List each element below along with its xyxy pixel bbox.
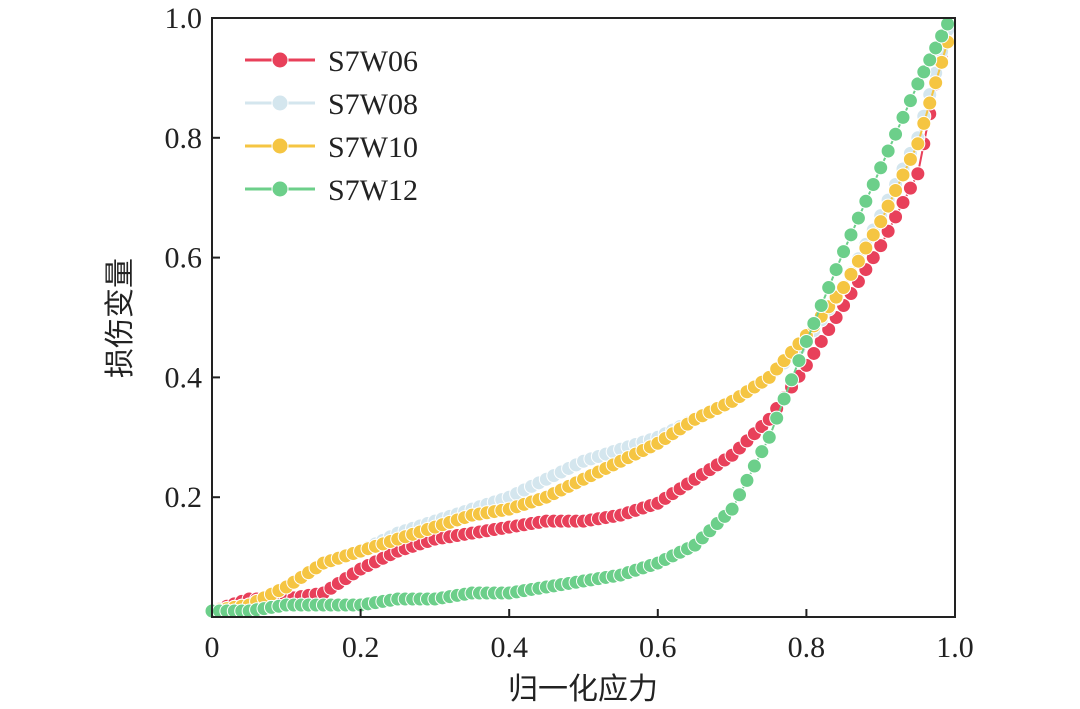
- x-tick-label: 0.6: [639, 631, 677, 664]
- data-point: [928, 75, 944, 91]
- data-point: [724, 501, 740, 517]
- data-point: [880, 198, 896, 214]
- data-point: [806, 345, 822, 361]
- data-point: [934, 28, 950, 44]
- data-point: [850, 210, 866, 226]
- legend-marker: [271, 137, 289, 155]
- data-point: [880, 143, 896, 159]
- y-tick-label: 0.6: [165, 242, 203, 275]
- legend-label: S7W08: [328, 88, 418, 121]
- data-point: [865, 227, 881, 243]
- series-S7W10: [204, 34, 956, 619]
- ticks-layer: 0 0.2 0.4 0.6 0.8 1.0 0.2 0.4 0.6 0.8 1.0: [165, 2, 974, 664]
- data-point: [902, 93, 918, 109]
- data-point: [873, 214, 889, 230]
- data-point: [888, 209, 904, 225]
- data-point: [746, 458, 762, 474]
- legend-label: S7W12: [328, 174, 418, 207]
- data-point: [850, 253, 866, 269]
- legend: S7W06 S7W08 S7W10 S7W12: [245, 45, 418, 207]
- legend-label: S7W10: [328, 131, 418, 164]
- legend-label: S7W06: [328, 45, 418, 78]
- data-point: [895, 194, 911, 210]
- data-point: [732, 487, 748, 503]
- series-S7W06: [204, 16, 956, 619]
- data-point: [902, 151, 918, 167]
- x-tick-label: 0.2: [342, 631, 380, 664]
- data-point: [865, 177, 881, 193]
- data-point: [843, 266, 859, 282]
- data-point: [922, 95, 938, 111]
- data-point: [928, 40, 944, 56]
- data-point: [843, 227, 859, 243]
- data-point: [836, 280, 852, 296]
- data-point: [828, 262, 844, 278]
- y-tick-label: 0.2: [165, 481, 203, 514]
- data-point: [813, 333, 829, 349]
- y-tick-label: 0.4: [165, 361, 203, 394]
- series-layer: [204, 16, 956, 619]
- data-point: [922, 52, 938, 68]
- legend-item: S7W10: [245, 131, 418, 164]
- data-point: [888, 183, 904, 199]
- data-point: [858, 240, 874, 256]
- data-point: [784, 372, 800, 388]
- data-point: [940, 16, 956, 32]
- x-axis-title: 归一化应力: [508, 672, 658, 707]
- legend-marker: [271, 51, 289, 69]
- data-point: [813, 298, 829, 314]
- data-point: [873, 238, 889, 254]
- data-point: [739, 472, 755, 488]
- x-tick-label: 0.8: [788, 631, 826, 664]
- legend-item: S7W08: [245, 88, 418, 121]
- x-tick-label: 0: [205, 631, 220, 664]
- data-point: [902, 180, 918, 196]
- data-point: [916, 64, 932, 80]
- data-point: [798, 333, 814, 349]
- data-point: [836, 244, 852, 260]
- x-tick-label: 1.0: [936, 631, 974, 664]
- data-point: [916, 115, 932, 131]
- data-point: [895, 109, 911, 125]
- data-point: [776, 391, 792, 407]
- data-point: [910, 76, 926, 92]
- y-axis-title: 损伤变量: [103, 258, 138, 378]
- data-point: [873, 160, 889, 176]
- data-point: [761, 429, 777, 445]
- data-point: [895, 167, 911, 183]
- data-point: [858, 193, 874, 209]
- data-point: [910, 166, 926, 182]
- data-point: [888, 126, 904, 142]
- legend-item: S7W06: [245, 45, 418, 78]
- series-S7W12: [204, 16, 956, 619]
- plot-frame: [211, 17, 956, 618]
- data-point: [821, 280, 837, 296]
- legend-marker: [271, 180, 289, 198]
- y-tick-label: 1.0: [165, 2, 203, 35]
- data-point: [910, 136, 926, 152]
- x-tick-label: 0.4: [490, 631, 528, 664]
- data-point: [754, 444, 770, 460]
- y-tick-label: 0.8: [165, 122, 203, 155]
- data-point: [806, 315, 822, 331]
- legend-marker: [271, 94, 289, 112]
- legend-item: S7W12: [245, 174, 418, 207]
- data-point: [769, 410, 785, 426]
- data-point: [791, 353, 807, 369]
